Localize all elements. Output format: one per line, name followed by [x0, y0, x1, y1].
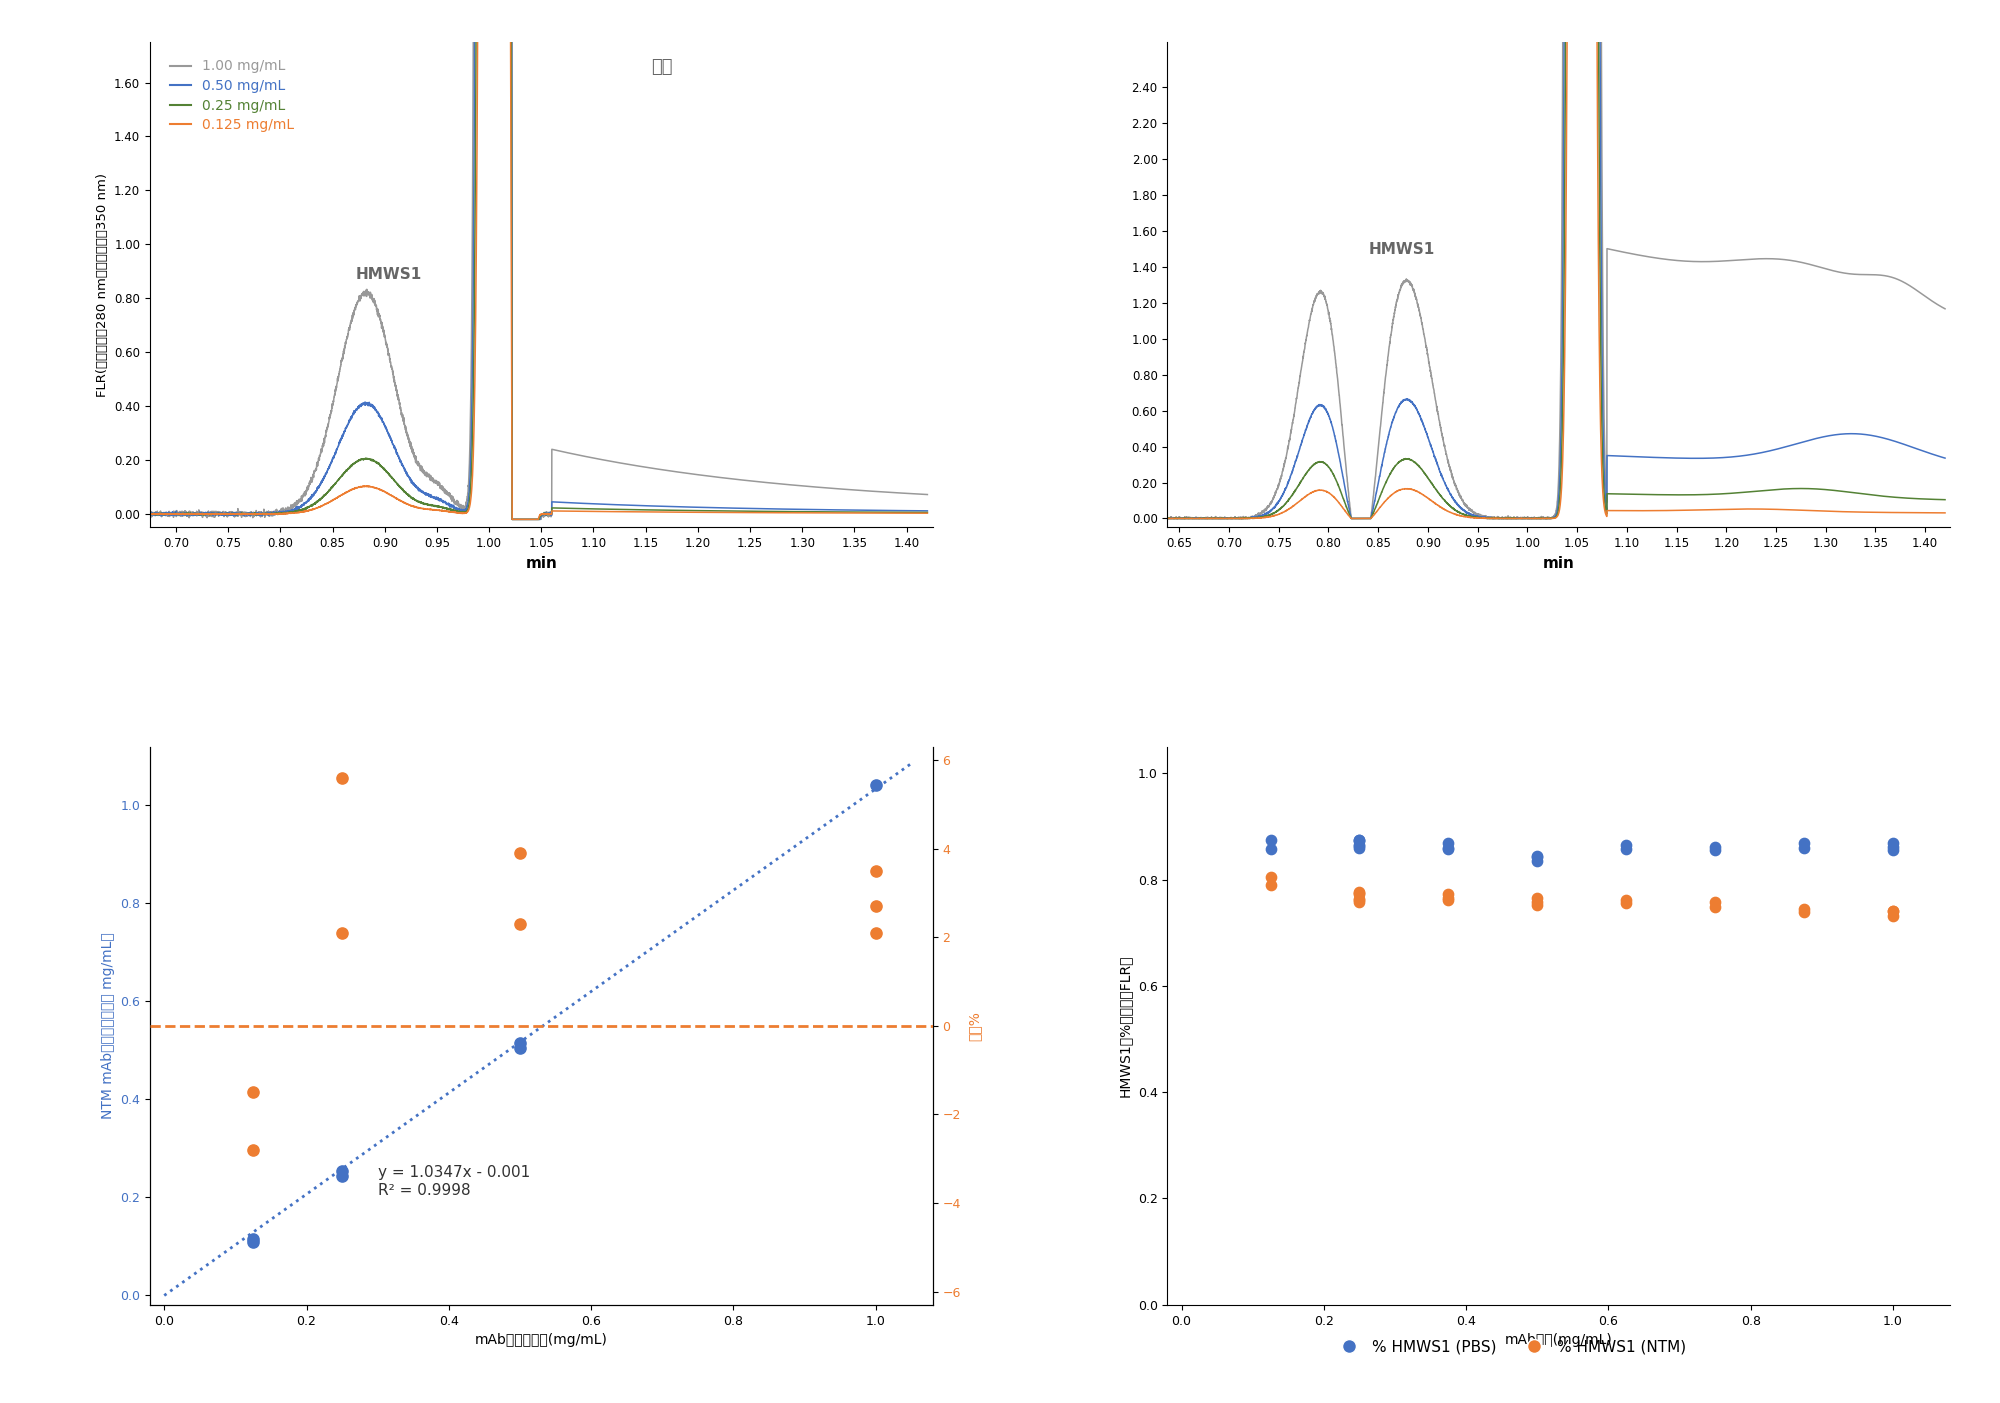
Point: [1522, 845, 1554, 867]
Y-axis label: FLR(激发波长：280 nm，发射波长：350 nm): FLR(激发波长：280 nm，发射波长：350 nm): [96, 173, 108, 397]
Point: [1700, 891, 1732, 913]
Point: [1344, 882, 1376, 905]
X-axis label: mAb浓度标准品(mg/mL): mAb浓度标准品(mg/mL): [474, 1333, 608, 1347]
Point: [238, 1080, 270, 1103]
Point: [1344, 828, 1376, 850]
Point: [1344, 881, 1376, 904]
Text: HMWS1: HMWS1: [356, 268, 422, 282]
Point: [1522, 850, 1554, 873]
Point: [504, 1037, 536, 1059]
Point: [1344, 831, 1376, 853]
Point: [1878, 832, 1910, 854]
Point: [1788, 898, 1820, 920]
X-axis label: mAb浓度(mg/mL): mAb浓度(mg/mL): [1504, 1333, 1612, 1347]
Legend: 1.00 mg/mL, 0.50 mg/mL, 0.25 mg/mL, 0.125 mg/mL: 1.00 mg/mL, 0.50 mg/mL, 0.25 mg/mL, 0.12…: [164, 53, 300, 137]
Point: [1610, 838, 1642, 860]
Point: [1610, 835, 1642, 857]
Point: [1522, 887, 1554, 909]
Point: [1700, 895, 1732, 918]
Point: [1254, 866, 1286, 888]
Point: [1432, 836, 1464, 859]
Y-axis label: NTM mAb浓度（测量値， mg/mL）: NTM mAb浓度（测量値， mg/mL）: [100, 933, 114, 1120]
Text: y = 1.0347x - 0.001
R² = 0.9998: y = 1.0347x - 0.001 R² = 0.9998: [378, 1166, 530, 1198]
Y-axis label: HMWS1的%峰面积（FLR）: HMWS1的%峰面积（FLR）: [1118, 954, 1132, 1097]
Point: [1344, 828, 1376, 850]
Point: [1700, 835, 1732, 857]
Point: [1610, 892, 1642, 915]
Point: [504, 1033, 536, 1055]
Point: [860, 922, 892, 944]
Point: [1788, 836, 1820, 859]
Point: [1254, 874, 1286, 897]
Point: [1344, 881, 1376, 904]
Point: [504, 912, 536, 934]
Point: [1344, 833, 1376, 856]
Point: [1344, 888, 1376, 911]
Point: [1878, 901, 1910, 923]
Point: [238, 1138, 270, 1160]
Point: [1522, 891, 1554, 913]
Point: [860, 860, 892, 882]
Point: [1344, 891, 1376, 913]
Point: [1432, 838, 1464, 860]
X-axis label: min: min: [1542, 556, 1574, 571]
Point: [504, 842, 536, 864]
Point: [1788, 832, 1820, 854]
Point: [1432, 888, 1464, 911]
Point: [1610, 888, 1642, 911]
Point: [1254, 838, 1286, 860]
Y-axis label: 偏差%: 偏差%: [968, 1010, 982, 1041]
Point: [326, 1164, 358, 1187]
Point: [1344, 836, 1376, 859]
Point: [326, 922, 358, 944]
Point: [1878, 835, 1910, 857]
Point: [1878, 905, 1910, 927]
Point: [326, 766, 358, 788]
Text: HMWS1: HMWS1: [1368, 243, 1434, 257]
Point: [1878, 839, 1910, 861]
Point: [1522, 846, 1554, 868]
Point: [1878, 901, 1910, 923]
Point: [1344, 888, 1376, 911]
Point: [1700, 839, 1732, 861]
Point: [1432, 887, 1464, 909]
Point: [1344, 835, 1376, 857]
Point: [238, 1230, 270, 1253]
Point: [860, 773, 892, 796]
Point: [1254, 828, 1286, 850]
Point: [238, 1228, 270, 1250]
Point: [1788, 901, 1820, 923]
X-axis label: min: min: [526, 556, 558, 571]
Point: [1432, 832, 1464, 854]
Point: [1522, 894, 1554, 916]
Legend: % HMWS1 (PBS), % HMWS1 (NTM): % HMWS1 (PBS), % HMWS1 (NTM): [1328, 1333, 1692, 1361]
Text: 单体: 单体: [650, 58, 672, 76]
Point: [860, 895, 892, 918]
Point: [326, 1159, 358, 1181]
Point: [1432, 882, 1464, 905]
